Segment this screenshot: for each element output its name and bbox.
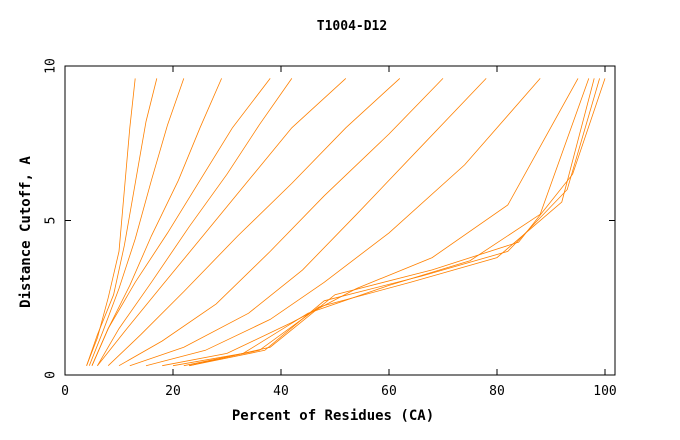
series-line [118,78,444,367]
x-tick-label: 80 [489,384,505,399]
x-tick-label: 40 [273,384,289,399]
x-tick-label: 20 [165,384,181,399]
x-tick-label: 60 [381,384,397,399]
series-line [88,78,185,366]
x-axis-ticks: 0 20 40 60 80 100 [61,66,617,399]
series-line [183,78,595,367]
series-line [91,78,271,366]
series-line [189,78,606,367]
series-line [107,78,401,366]
x-tick-label: 100 [593,384,616,399]
series-line [162,78,579,367]
y-tick-label: 5 [44,217,59,225]
y-axis-ticks: 0 5 10 [44,58,615,379]
chart-title: T1004-D12 [317,19,387,34]
y-axis-label: Distance Cutoff, A [18,156,34,308]
series-line [189,78,600,367]
series-line [97,78,293,366]
series-line [86,78,158,366]
series-line [129,78,487,367]
series-line [172,78,590,367]
series-line [86,78,136,366]
series-line [145,78,541,367]
y-tick-label: 10 [44,58,59,74]
x-axis-label: Percent of Residues (CA) [232,408,434,424]
series-line [97,78,347,366]
x-tick-label: 0 [61,384,69,399]
series-lines [86,78,606,367]
y-tick-label: 0 [44,371,59,379]
plot-frame [64,65,616,376]
